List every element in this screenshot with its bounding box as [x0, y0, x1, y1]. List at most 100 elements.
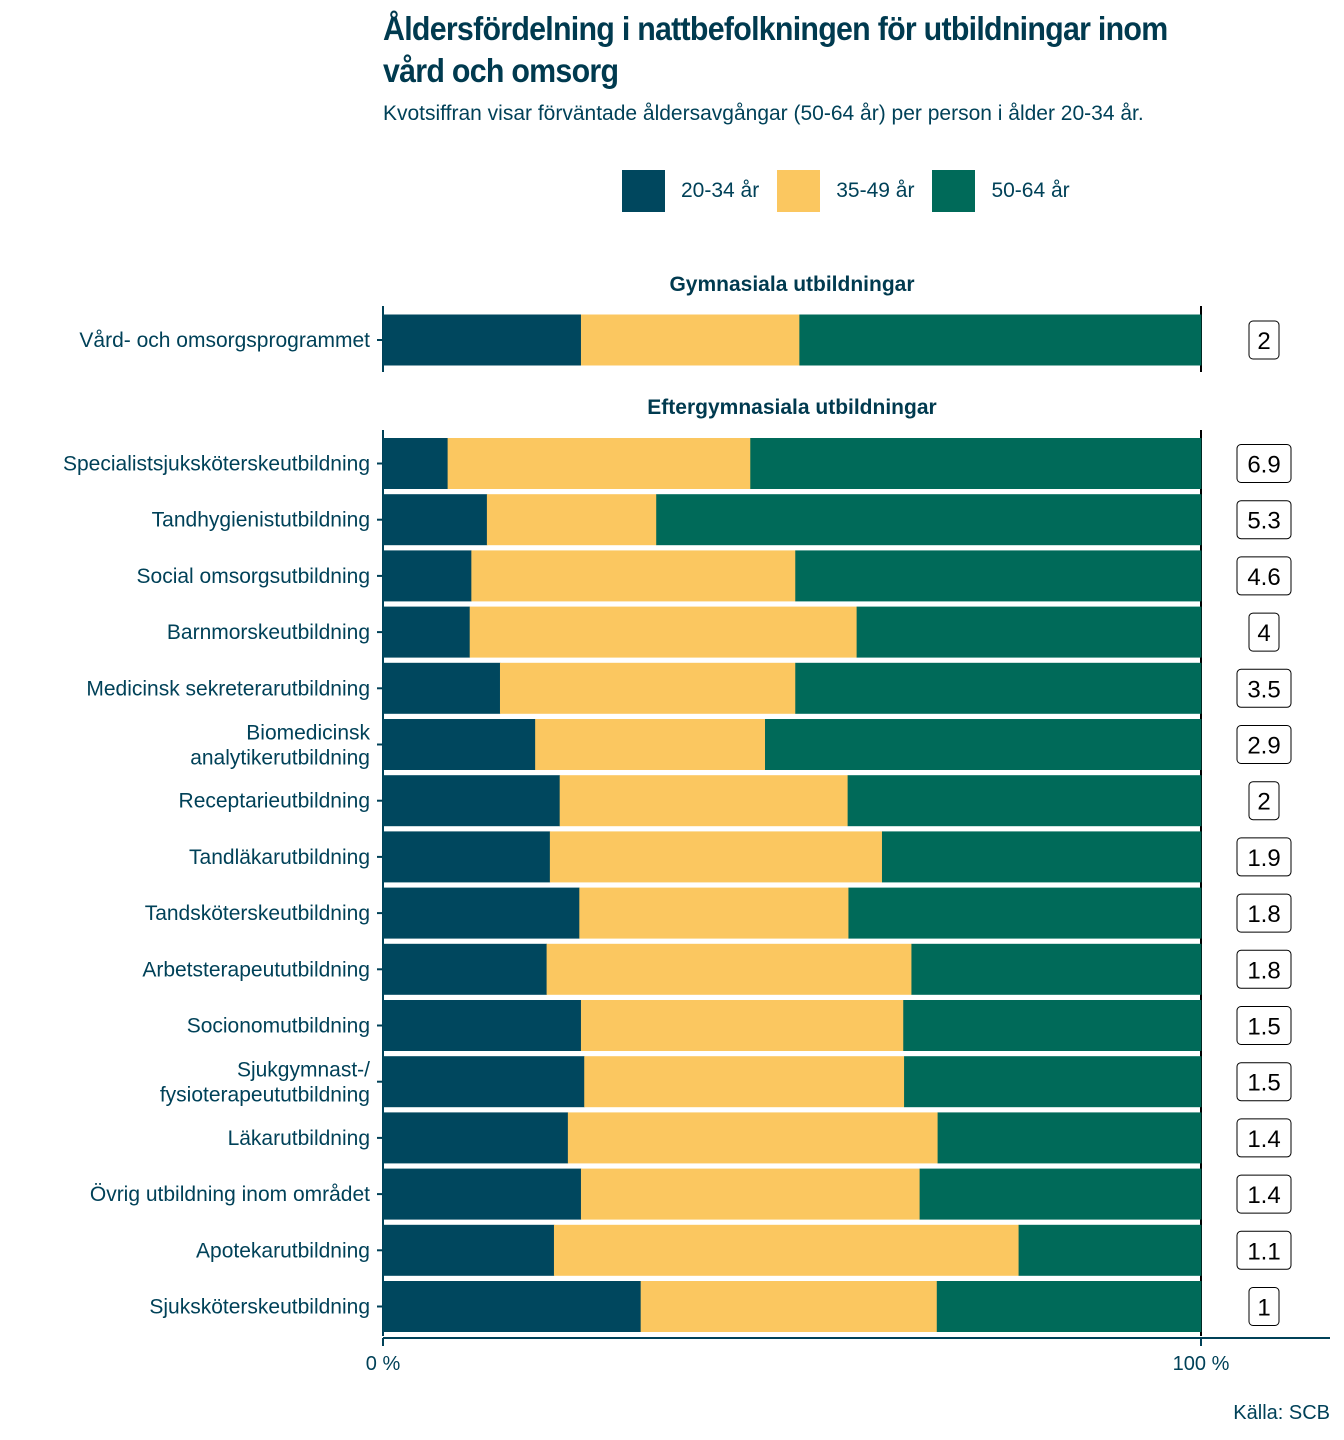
- bar-segment-35-49: [580, 314, 800, 366]
- ratio-value: 1.8: [1247, 901, 1280, 928]
- ratio-value: 2: [1257, 328, 1270, 355]
- bar-segment-35-49: [469, 606, 858, 658]
- ratio-box: [1236, 837, 1292, 877]
- bar-segment-35-49: [580, 1000, 904, 1051]
- category-label: Läkarutbildning: [228, 1127, 370, 1150]
- bar-segment-50-64: [919, 1168, 1202, 1220]
- bar-segment-35-49: [486, 494, 657, 546]
- ratio-value: 1.8: [1247, 957, 1280, 984]
- ratio-box: [1236, 444, 1292, 483]
- bar-segment-50-64: [1018, 1224, 1202, 1276]
- bar-segment-50-64: [937, 1112, 1202, 1164]
- bar-segment-20-34: [383, 1168, 582, 1220]
- bar-segment-35-49: [471, 550, 796, 602]
- bar-segment-50-64: [856, 606, 1202, 658]
- bar-segment-50-64: [750, 438, 1202, 489]
- category-label: Social omsorgsutbildning: [137, 565, 370, 588]
- ratio-value: 1.5: [1247, 1014, 1280, 1041]
- bar-segment-35-49: [640, 1281, 938, 1332]
- bar-segment-50-64: [936, 1281, 1202, 1332]
- bar-segment-35-49: [546, 943, 912, 995]
- chart-title: Åldersfördelning i nattbefolkningen för …: [383, 10, 1168, 89]
- bar-segment-35-49: [553, 1224, 1019, 1276]
- ratio-value: 1.1: [1247, 1238, 1280, 1265]
- category-label: Arbetsterapeututbildning: [142, 958, 370, 981]
- legend-swatch-20-34: [622, 170, 665, 212]
- bar-segment-35-49: [559, 775, 849, 827]
- bar-segment-20-34: [383, 775, 561, 827]
- ratio-value: 2: [1257, 789, 1270, 816]
- bar-segment-35-49: [580, 1168, 921, 1220]
- ratio-value: 1.9: [1247, 845, 1280, 872]
- category-label: Apotekarutbildning: [196, 1239, 370, 1262]
- ratio-box: [1236, 1174, 1292, 1214]
- category-label: Socionomutbildning: [187, 1015, 370, 1038]
- bar-segment-20-34: [383, 831, 551, 883]
- bar-segment-20-34: [383, 1056, 585, 1108]
- bar-segment-50-64: [848, 887, 1202, 939]
- ratio-value: 1.4: [1247, 1182, 1280, 1209]
- bar-segment-20-34: [383, 550, 472, 602]
- category-label: Specialistsjuksköterskeutbildning: [63, 453, 370, 476]
- bar-segment-50-64: [903, 1000, 1202, 1051]
- bar-segment-35-49: [499, 662, 796, 714]
- bar-segment-50-64: [881, 831, 1202, 883]
- ratio-box: [1236, 949, 1292, 989]
- category-label: Tandläkarutbildning: [189, 846, 370, 869]
- category-label: Tandhygienistutbildning: [152, 509, 370, 532]
- bar-segment-20-34: [383, 1224, 555, 1276]
- legend-label-35-49: 35-49 år: [836, 179, 915, 202]
- bar-segment-35-49: [584, 1056, 905, 1108]
- x-tick-label: 0 %: [366, 1353, 401, 1375]
- source-note: Källa: SCB: [1233, 1402, 1330, 1424]
- bar-segment-20-34: [383, 1000, 582, 1051]
- category-label: Sjukgymnast-/fysioterapeututbildning: [160, 1059, 370, 1107]
- ratio-box: [1236, 1062, 1292, 1102]
- category-label: Tandsköterskeutbildning: [145, 902, 370, 925]
- bar-segment-35-49: [535, 719, 766, 770]
- bar-segment-50-64: [904, 1056, 1202, 1108]
- legend-item-50-64: 50-64 år: [932, 170, 1070, 212]
- ratio-value: 4.6: [1247, 564, 1280, 591]
- ratio-box: [1236, 1118, 1292, 1158]
- bar-segment-20-34: [383, 1281, 642, 1332]
- bar-segment-50-64: [795, 550, 1202, 602]
- bar-segment-20-34: [383, 719, 536, 770]
- facet-title: Gymnasiala utbildningar: [669, 273, 914, 296]
- ratio-box: [1236, 725, 1292, 764]
- bar-segment-20-34: [383, 943, 547, 995]
- legend-label-20-34: 20-34 år: [681, 179, 760, 202]
- ratio-box: [1236, 668, 1292, 708]
- legend-item-35-49: 35-49 år: [777, 170, 914, 212]
- bar-segment-20-34: [383, 1112, 569, 1164]
- ratio-box: [1236, 893, 1292, 933]
- category-label: Receptarieutbildning: [179, 790, 370, 813]
- legend-label-50-64: 50-64 år: [991, 179, 1070, 202]
- category-label: Barnmorskeutbildning: [167, 621, 370, 644]
- legend-item-20-34: 20-34 år: [622, 170, 759, 212]
- ratio-value: 1: [1257, 1295, 1270, 1322]
- category-label: Sjuksköterskeutbildning: [149, 1296, 370, 1319]
- ratio-value: 2.9: [1247, 733, 1280, 760]
- x-tick-label: 100 %: [1173, 1353, 1230, 1375]
- bar-segment-50-64: [847, 775, 1202, 827]
- bar-segment-35-49: [447, 438, 751, 489]
- facet-title: Eftergymnasiala utbildningar: [647, 396, 936, 419]
- ratio-value: 3.5: [1247, 676, 1280, 703]
- bar-segment-20-34: [383, 606, 471, 658]
- category-label: Medicinsk sekreterarutbildning: [86, 677, 370, 700]
- bar-segment-35-49: [579, 887, 849, 939]
- ratio-value: 1.5: [1247, 1070, 1280, 1097]
- ratio-box: [1248, 612, 1280, 652]
- bar-segment-20-34: [383, 494, 488, 546]
- ratio-value: 4: [1257, 620, 1270, 647]
- bar-segment-50-64: [911, 943, 1202, 995]
- bar-segment-20-34: [383, 438, 449, 489]
- chart-subtitle: Kvotsiffran visar förväntade åldersavgån…: [383, 102, 1144, 125]
- bar-segment-35-49: [549, 831, 883, 883]
- bar-segment-35-49: [567, 1112, 939, 1164]
- ratio-box: [1248, 781, 1280, 821]
- bar-segment-20-34: [383, 887, 580, 939]
- legend-swatch-35-49: [777, 170, 821, 212]
